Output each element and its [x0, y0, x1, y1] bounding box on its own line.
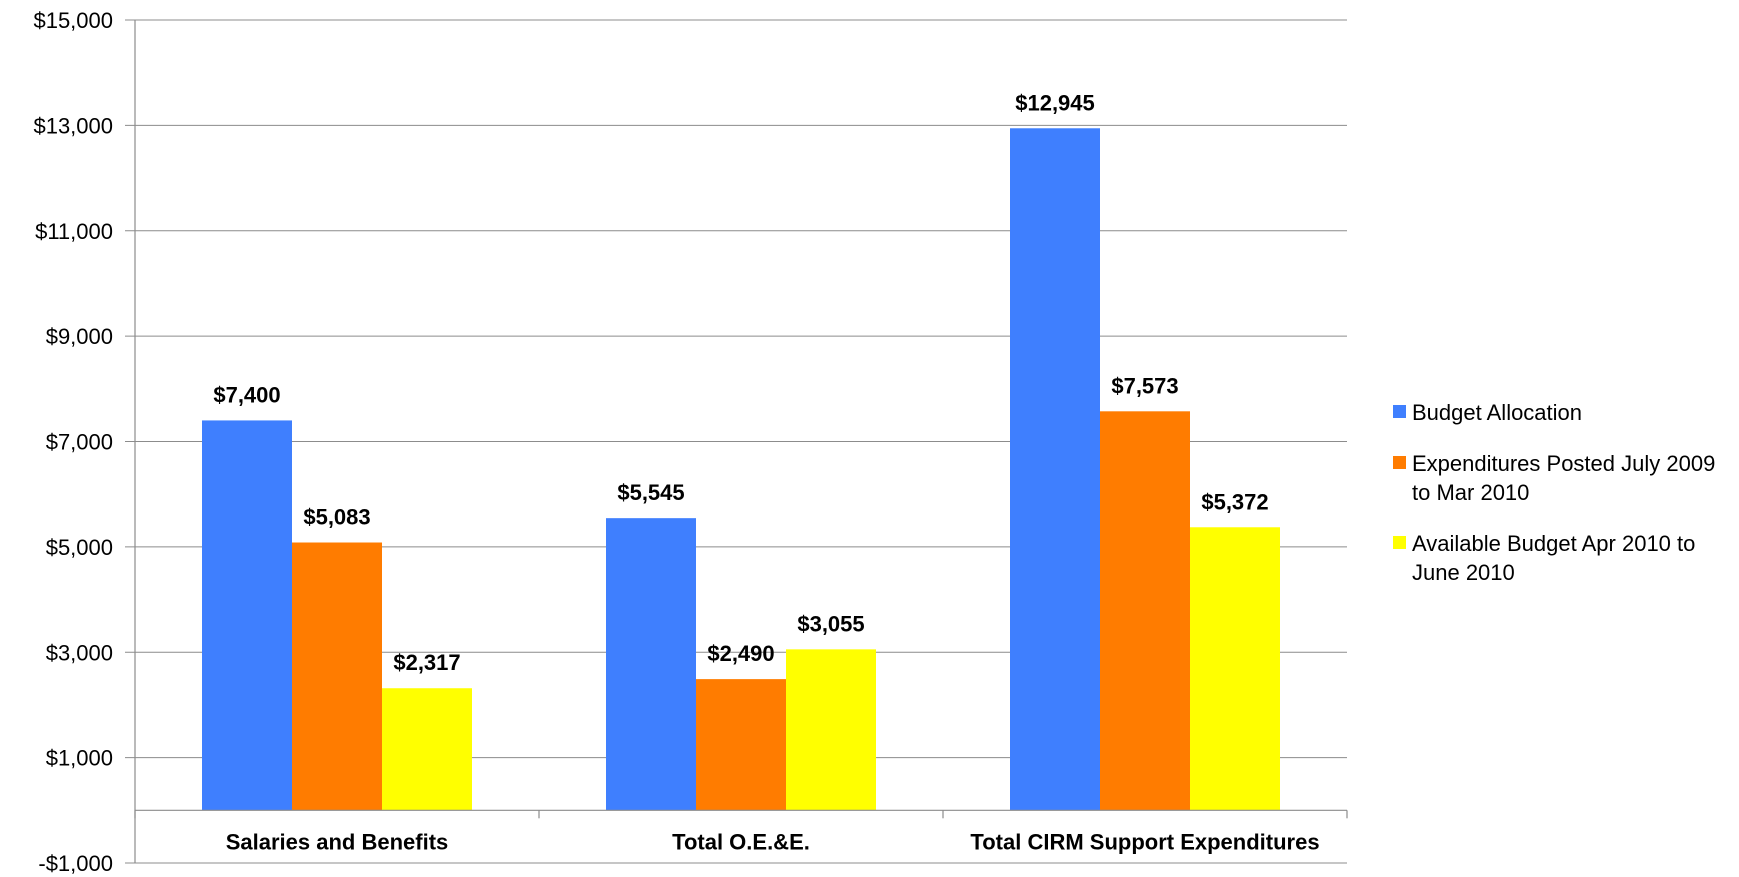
y-tick-label: $7,000 — [46, 430, 113, 455]
legend-item: Available Budget Apr 2010 to June 2010 — [1393, 529, 1733, 587]
category-label: Salaries and Benefits — [226, 829, 449, 854]
bar — [696, 679, 786, 811]
y-tick-label: $3,000 — [46, 640, 113, 665]
bar-data-label: $5,545 — [617, 480, 684, 505]
y-tick-label: $11,000 — [35, 219, 113, 244]
data-labels: $7,400 $5,083 $2,317 $5,545 $2,490 $3,055 $12,… — [213, 90, 1268, 675]
category-label: Total O.E.&E. — [672, 829, 810, 854]
category-label: Total CIRM Support Expenditures — [970, 829, 1319, 854]
legend-swatch — [1393, 405, 1406, 418]
bar — [382, 688, 472, 811]
bar — [292, 542, 382, 811]
y-tick-label: $5,000 — [46, 535, 113, 560]
bar-data-label: $2,490 — [707, 641, 774, 666]
bar — [1100, 411, 1190, 811]
legend-item: Expenditures Posted July 2009 to Mar 201… — [1393, 449, 1733, 507]
bar-data-label: $2,317 — [393, 650, 460, 675]
bar — [786, 649, 876, 811]
bar-data-label: $5,372 — [1201, 489, 1268, 514]
legend-label: Expenditures Posted July 2009 to Mar 201… — [1412, 451, 1716, 505]
y-tick-label: -$1,000 — [38, 851, 113, 876]
legend-swatch — [1393, 536, 1406, 549]
bar — [1190, 527, 1280, 811]
bar — [202, 420, 292, 811]
legend: Budget Allocation Expenditures Posted Jul… — [1393, 398, 1733, 609]
bar-data-label: $7,573 — [1111, 373, 1178, 398]
bar-data-label: $12,945 — [1015, 90, 1095, 115]
y-tick-label: $13,000 — [33, 113, 113, 138]
bar — [1010, 128, 1100, 811]
y-tick-label: $1,000 — [46, 746, 113, 771]
legend-label: Available Budget Apr 2010 to June 2010 — [1412, 531, 1696, 585]
bar — [606, 518, 696, 811]
legend-label: Budget Allocation — [1412, 400, 1583, 425]
y-tick-label: $15,000 — [33, 8, 113, 33]
bar-data-label: $7,400 — [213, 382, 280, 407]
legend-item: Budget Allocation — [1393, 398, 1733, 427]
bar-data-label: $5,083 — [303, 505, 370, 530]
legend-swatch — [1393, 456, 1406, 469]
bar-data-label: $3,055 — [797, 611, 864, 636]
y-tick-label: $9,000 — [46, 324, 113, 349]
bars — [202, 128, 1280, 811]
axes: -$1,000 $1,000 $3,000 $5,000 $7,000 $9,000 $11… — [33, 8, 1348, 876]
